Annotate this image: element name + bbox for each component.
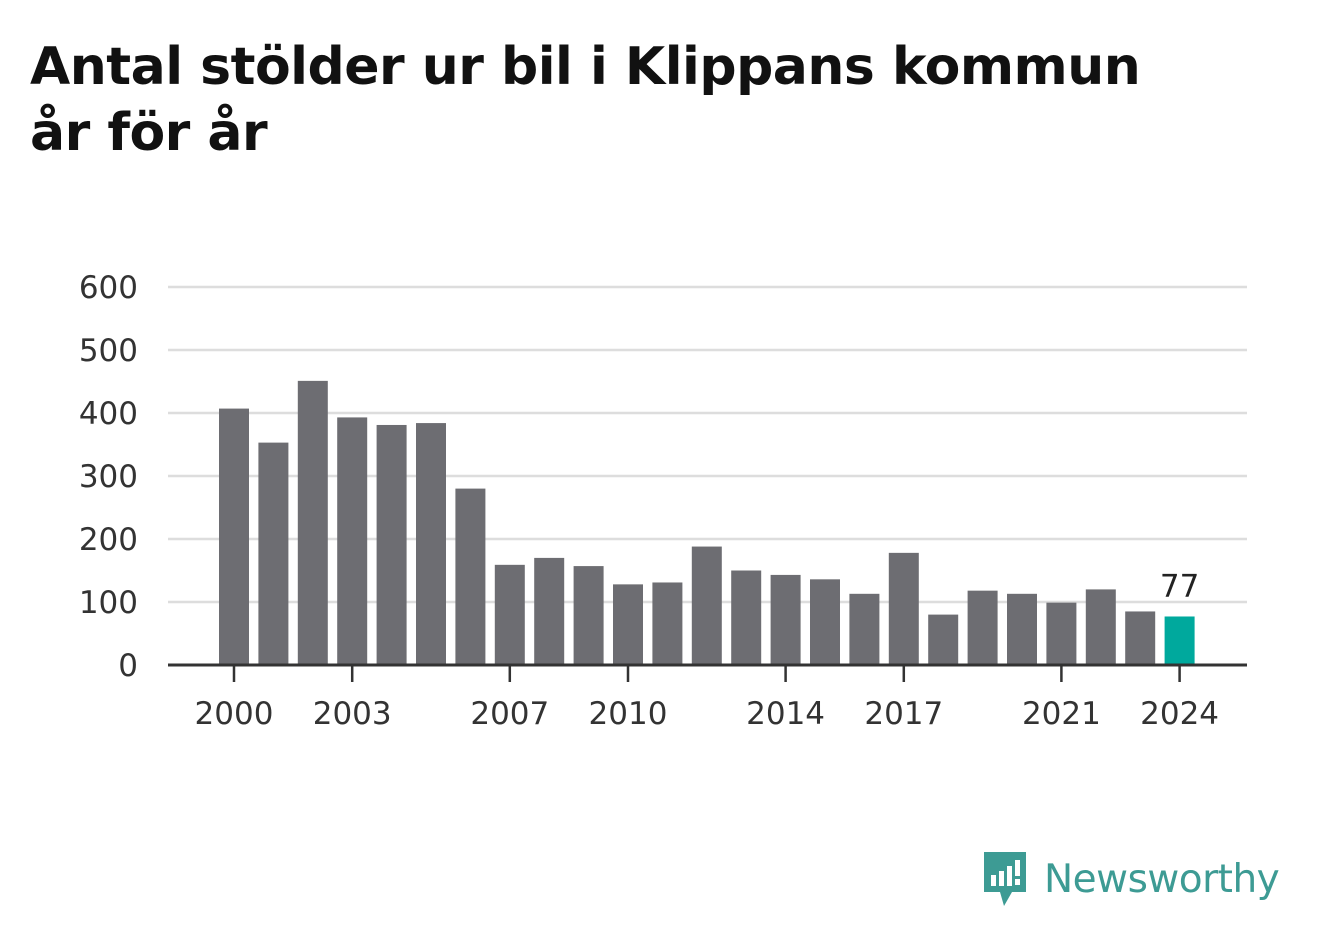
bar [455,488,486,665]
bar [337,417,368,665]
x-tick-label: 2007 [470,696,549,732]
newsworthy-logo: Newsworthy [980,848,1280,910]
bar [691,546,722,665]
y-tick-label: 200 [79,522,138,558]
x-tick-label: 2017 [864,696,943,732]
bar [770,574,801,665]
bar [967,590,998,665]
bar [849,593,880,665]
x-tick-label: 2003 [313,696,392,732]
bar [376,424,407,665]
bar [810,579,840,665]
y-tick-label: 400 [79,396,138,432]
chart-title-line-1: Antal stölder ur bil i Klippans kommun [30,37,1141,97]
x-tick-label: 2021 [1022,696,1101,732]
y-tick-label: 100 [79,585,138,621]
bar [1085,589,1116,665]
bar [1125,611,1156,665]
chart-title-line-2: år för år [30,103,268,163]
bar [573,566,604,665]
y-tick-label: 600 [79,270,138,306]
brand-name: Newsworthy [1044,856,1280,902]
bar [1164,616,1195,665]
x-tick-label: 2000 [195,696,274,732]
data-label: 77 [1160,568,1199,604]
bar [416,423,446,665]
x-tick-label: 2014 [746,696,825,732]
bar [297,380,328,665]
bar [613,584,643,665]
x-tick-label: 2010 [589,696,668,732]
y-tick-label: 0 [118,648,138,684]
bar [1007,593,1037,665]
bar [219,408,249,665]
newsworthy-logo-icon [984,852,1026,906]
bar [928,614,959,665]
y-tick-label: 500 [79,333,138,369]
bar [652,582,683,665]
bar [494,564,525,665]
chart-title: Antal stölder ur bil i Klippans kommun å… [30,34,1300,166]
y-tick-label: 300 [79,459,138,495]
x-tick-label: 2024 [1140,696,1219,732]
bar [888,552,919,665]
bar [731,570,762,665]
bar [1046,602,1077,665]
bar [534,557,565,665]
bar [258,442,289,665]
